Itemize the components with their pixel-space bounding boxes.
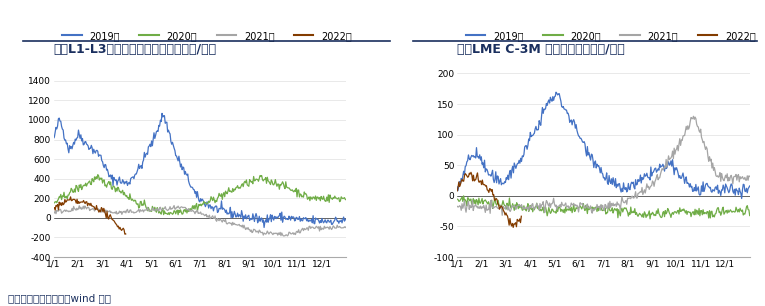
- Text: 锌：L1-L3期货月差季节图（单位：元/吨）: 锌：L1-L3期货月差季节图（单位：元/吨）: [54, 43, 216, 56]
- Text: 数据来源：银河期货、wind 资讯: 数据来源：银河期货、wind 资讯: [8, 293, 111, 303]
- Text: 锌：LME C-3M 季节图（单位：元/吨）: 锌：LME C-3M 季节图（单位：元/吨）: [457, 43, 625, 56]
- Legend: 2019年, 2020年, 2021年, 2022年: 2019年, 2020年, 2021年, 2022年: [462, 27, 760, 45]
- Legend: 2019年, 2020年, 2021年, 2022年: 2019年, 2020年, 2021年, 2022年: [58, 27, 356, 45]
